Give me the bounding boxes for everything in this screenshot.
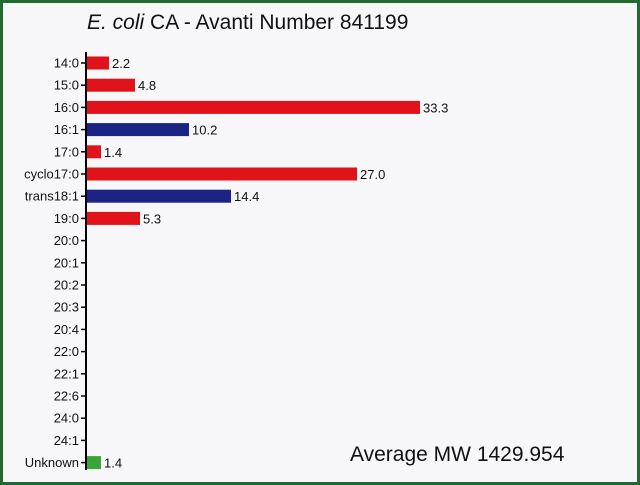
- bar: [87, 123, 189, 137]
- bar-value-label: 1.4: [104, 456, 122, 471]
- bar: [87, 78, 135, 92]
- y-tick-label: 20:1: [54, 255, 79, 270]
- y-tick-label: 16:1: [54, 122, 79, 137]
- bar: [87, 211, 140, 225]
- bar: [87, 167, 357, 181]
- bar: [87, 145, 101, 159]
- bar-value-label: 33.3: [423, 100, 448, 115]
- y-tick-label: 24:1: [54, 433, 79, 448]
- y-tick-label: cyclo17:0: [24, 167, 79, 182]
- bar-value-label: 1.4: [104, 145, 122, 160]
- chart-title: E. coli CA - Avanti Number 841199: [87, 11, 408, 34]
- bar-value-label: 27.0: [360, 167, 385, 182]
- average-mw-annotation: Average MW 1429.954: [350, 443, 565, 466]
- y-tick-label: 20:4: [54, 322, 79, 337]
- bar-value-label: 4.8: [138, 78, 156, 93]
- bar: [87, 56, 109, 70]
- y-tick-label: Unknown: [25, 455, 79, 470]
- chart-title-rest: CA - Avanti Number 841199: [144, 11, 408, 34]
- chart-title-italic: E. coli: [87, 11, 146, 34]
- bar: [87, 456, 101, 470]
- y-tick-label: 20:3: [54, 300, 79, 315]
- y-tick-label: 17:0: [54, 144, 79, 159]
- bar-value-label: 14.4: [234, 189, 259, 204]
- y-tick-label: trans18:1: [25, 189, 79, 204]
- y-tick-label: 14:0: [54, 56, 79, 71]
- y-tick-label: 20:0: [54, 233, 79, 248]
- y-tick-label: 19:0: [54, 211, 79, 226]
- y-tick-label: 22:6: [54, 389, 79, 404]
- y-tick-label: 22:0: [54, 344, 79, 359]
- y-tick-label: 24:0: [54, 411, 79, 426]
- bar: [87, 100, 420, 114]
- bar-value-label: 5.3: [143, 211, 161, 226]
- y-axis-ticks: 14:0 15:0 16:0 16:1 17:0 cyclo17:0 trans18:1 19…: [24, 56, 86, 470]
- y-tick-label: 20:2: [54, 278, 79, 293]
- y-tick-label: 22:1: [54, 366, 79, 381]
- bars-group: [87, 56, 420, 470]
- bar-value-label: 10.2: [192, 123, 217, 138]
- value-labels-group: 2.2 4.8 33.3 10.2 1.4 27.0 14.4 5.3 1.4: [104, 56, 448, 471]
- bar-value-label: 2.2: [112, 56, 130, 71]
- y-tick-label: 16:0: [54, 100, 79, 115]
- y-tick-label: 15:0: [54, 78, 79, 93]
- bar: [87, 189, 231, 203]
